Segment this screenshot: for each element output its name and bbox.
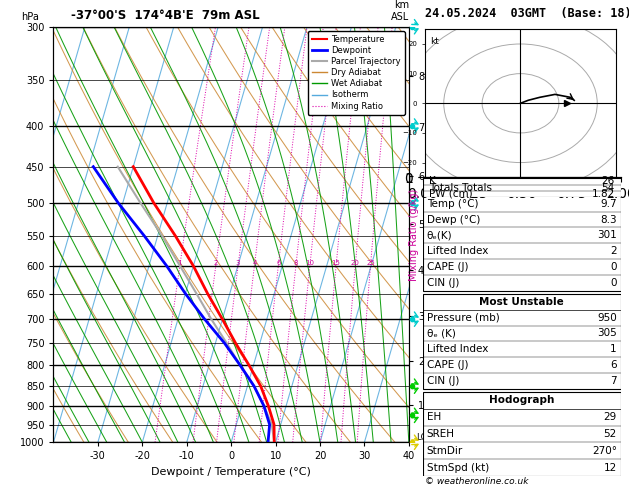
Text: CAPE (J): CAPE (J) bbox=[426, 360, 468, 370]
Bar bbox=[423, 180, 621, 291]
Text: 1.82: 1.82 bbox=[592, 189, 615, 199]
Text: SREH: SREH bbox=[426, 429, 455, 439]
Text: Totals Totals: Totals Totals bbox=[428, 183, 492, 192]
Text: PW (cm): PW (cm) bbox=[428, 189, 472, 199]
Text: StmSpd (kt): StmSpd (kt) bbox=[426, 463, 489, 473]
X-axis label: Dewpoint / Temperature (°C): Dewpoint / Temperature (°C) bbox=[151, 467, 311, 477]
Text: 2: 2 bbox=[610, 246, 617, 256]
Text: 1: 1 bbox=[610, 344, 617, 354]
Text: StmDir: StmDir bbox=[426, 446, 463, 456]
Text: 0: 0 bbox=[610, 262, 617, 272]
Text: 6: 6 bbox=[276, 260, 281, 266]
Text: LCL: LCL bbox=[416, 433, 431, 442]
Text: Mixing Ratio (g/kg): Mixing Ratio (g/kg) bbox=[409, 189, 418, 280]
Text: 25: 25 bbox=[366, 260, 375, 266]
Text: 0: 0 bbox=[610, 278, 617, 288]
Text: K: K bbox=[428, 176, 435, 187]
Text: © weatheronline.co.uk: © weatheronline.co.uk bbox=[425, 477, 528, 486]
Text: 52: 52 bbox=[604, 429, 617, 439]
Text: km
ASL: km ASL bbox=[391, 0, 409, 22]
Text: 10: 10 bbox=[305, 260, 314, 266]
Text: Dewp (°C): Dewp (°C) bbox=[426, 214, 480, 225]
Text: CIN (J): CIN (J) bbox=[426, 278, 459, 288]
Text: 20: 20 bbox=[351, 260, 360, 266]
Bar bbox=[423, 392, 621, 476]
Text: 270°: 270° bbox=[592, 446, 617, 456]
Text: 7: 7 bbox=[610, 376, 617, 386]
Legend: Temperature, Dewpoint, Parcel Trajectory, Dry Adiabat, Wet Adiabat, Isotherm, Mi: Temperature, Dewpoint, Parcel Trajectory… bbox=[308, 31, 404, 115]
Text: Hodograph: Hodograph bbox=[489, 395, 554, 405]
Text: 54: 54 bbox=[601, 183, 615, 192]
Text: 950: 950 bbox=[597, 312, 617, 323]
Text: Lifted Index: Lifted Index bbox=[426, 344, 488, 354]
Text: Surface: Surface bbox=[499, 183, 544, 193]
Text: 15: 15 bbox=[331, 260, 340, 266]
Text: EH: EH bbox=[426, 412, 441, 422]
Text: CIN (J): CIN (J) bbox=[426, 376, 459, 386]
Text: θₑ (K): θₑ (K) bbox=[426, 329, 455, 338]
Text: kt: kt bbox=[430, 36, 439, 46]
Text: 8.3: 8.3 bbox=[600, 214, 617, 225]
Text: Temp (°C): Temp (°C) bbox=[426, 199, 478, 208]
Text: 8: 8 bbox=[294, 260, 298, 266]
Text: 29: 29 bbox=[604, 412, 617, 422]
Text: 1: 1 bbox=[177, 260, 182, 266]
Text: 4: 4 bbox=[252, 260, 257, 266]
Text: 12: 12 bbox=[604, 463, 617, 473]
Text: 6: 6 bbox=[610, 360, 617, 370]
Text: hPa: hPa bbox=[21, 12, 40, 22]
Bar bbox=[423, 294, 621, 389]
Text: 24.05.2024  03GMT  (Base: 18): 24.05.2024 03GMT (Base: 18) bbox=[425, 7, 629, 20]
Text: Pressure (mb): Pressure (mb) bbox=[426, 312, 499, 323]
Text: 305: 305 bbox=[597, 329, 617, 338]
Text: -37°00'S  174°4B'E  79m ASL: -37°00'S 174°4B'E 79m ASL bbox=[71, 9, 260, 22]
Text: Lifted Index: Lifted Index bbox=[426, 246, 488, 256]
Text: 3: 3 bbox=[236, 260, 240, 266]
Text: θₑ(K): θₑ(K) bbox=[426, 230, 452, 241]
Text: 301: 301 bbox=[597, 230, 617, 241]
Text: CAPE (J): CAPE (J) bbox=[426, 262, 468, 272]
Text: Most Unstable: Most Unstable bbox=[479, 297, 564, 307]
Text: 26: 26 bbox=[601, 176, 615, 187]
Text: 9.7: 9.7 bbox=[600, 199, 617, 208]
Text: 2: 2 bbox=[214, 260, 218, 266]
